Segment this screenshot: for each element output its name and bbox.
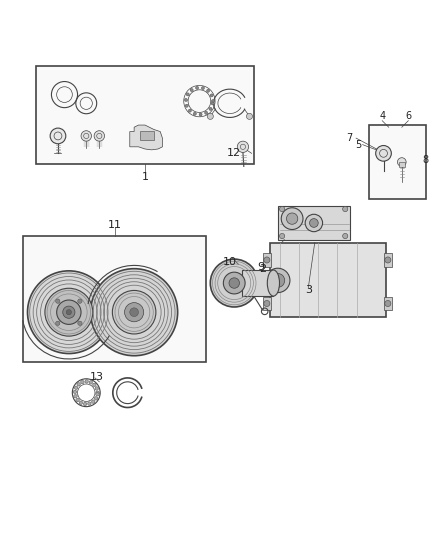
Circle shape <box>385 257 391 263</box>
Bar <box>384 297 392 310</box>
Circle shape <box>81 381 84 384</box>
Circle shape <box>89 381 92 384</box>
Circle shape <box>279 233 285 239</box>
Circle shape <box>73 390 77 394</box>
Circle shape <box>91 269 178 356</box>
Circle shape <box>229 278 240 288</box>
Circle shape <box>77 383 81 386</box>
Circle shape <box>186 93 189 96</box>
Text: 12: 12 <box>227 148 241 158</box>
Circle shape <box>188 109 191 112</box>
Text: 11: 11 <box>108 220 122 230</box>
Circle shape <box>94 131 105 141</box>
Ellipse shape <box>267 270 279 296</box>
Text: 4: 4 <box>379 111 385 122</box>
Circle shape <box>66 310 71 315</box>
Circle shape <box>212 100 215 103</box>
Bar <box>242 270 273 296</box>
Bar <box>384 254 392 266</box>
Circle shape <box>190 88 193 92</box>
Circle shape <box>343 233 348 239</box>
Circle shape <box>28 271 110 353</box>
Circle shape <box>210 94 213 97</box>
Text: 3: 3 <box>305 286 312 295</box>
Circle shape <box>57 300 81 325</box>
Text: 7: 7 <box>346 133 353 143</box>
Circle shape <box>265 268 290 293</box>
Circle shape <box>124 303 144 322</box>
Circle shape <box>78 299 82 303</box>
Ellipse shape <box>237 270 247 296</box>
Text: 6: 6 <box>405 111 411 122</box>
Circle shape <box>95 387 99 390</box>
Text: 8: 8 <box>423 155 429 165</box>
Circle shape <box>56 299 60 303</box>
Circle shape <box>113 290 156 334</box>
Circle shape <box>195 86 198 90</box>
Circle shape <box>83 402 87 406</box>
Circle shape <box>85 379 88 383</box>
Circle shape <box>264 257 270 263</box>
Circle shape <box>205 111 208 114</box>
Bar <box>369 125 426 199</box>
Circle shape <box>56 321 60 326</box>
Bar <box>262 254 271 266</box>
Circle shape <box>211 102 214 105</box>
Bar <box>23 236 206 362</box>
Circle shape <box>343 206 348 212</box>
Circle shape <box>185 104 188 107</box>
Circle shape <box>94 397 98 400</box>
Circle shape <box>50 128 66 144</box>
Circle shape <box>247 114 253 119</box>
Circle shape <box>96 391 99 394</box>
Circle shape <box>207 114 213 119</box>
Circle shape <box>92 400 95 403</box>
Text: 9: 9 <box>257 262 264 271</box>
Circle shape <box>74 386 78 390</box>
Circle shape <box>264 301 270 306</box>
Polygon shape <box>130 125 162 150</box>
Circle shape <box>201 86 205 90</box>
Bar <box>399 162 405 167</box>
Text: 5: 5 <box>355 140 361 150</box>
Circle shape <box>93 383 96 386</box>
Circle shape <box>199 113 202 116</box>
Circle shape <box>193 112 196 115</box>
Circle shape <box>376 146 391 161</box>
Circle shape <box>310 219 318 228</box>
Text: 2: 2 <box>259 264 266 273</box>
Circle shape <box>210 259 258 307</box>
Bar <box>270 243 386 317</box>
Circle shape <box>286 213 298 224</box>
Bar <box>262 297 271 310</box>
Bar <box>140 131 154 140</box>
Circle shape <box>184 99 187 101</box>
Circle shape <box>281 208 303 230</box>
Circle shape <box>74 394 77 398</box>
Circle shape <box>81 131 92 141</box>
Bar <box>278 206 350 240</box>
Text: 13: 13 <box>90 373 104 383</box>
Circle shape <box>305 214 322 232</box>
Circle shape <box>385 301 391 306</box>
Circle shape <box>45 288 93 336</box>
Circle shape <box>271 273 285 287</box>
Text: 1: 1 <box>141 172 148 182</box>
Circle shape <box>96 392 99 396</box>
Circle shape <box>88 402 91 405</box>
Circle shape <box>63 306 75 318</box>
Circle shape <box>207 89 210 92</box>
Circle shape <box>76 398 79 402</box>
Circle shape <box>209 107 212 110</box>
Circle shape <box>237 141 249 152</box>
Circle shape <box>79 401 83 405</box>
Circle shape <box>279 206 285 212</box>
Circle shape <box>130 308 138 317</box>
Bar <box>36 66 254 164</box>
Circle shape <box>78 321 82 326</box>
Circle shape <box>223 272 245 294</box>
Text: 10: 10 <box>223 257 237 267</box>
Circle shape <box>397 158 406 166</box>
